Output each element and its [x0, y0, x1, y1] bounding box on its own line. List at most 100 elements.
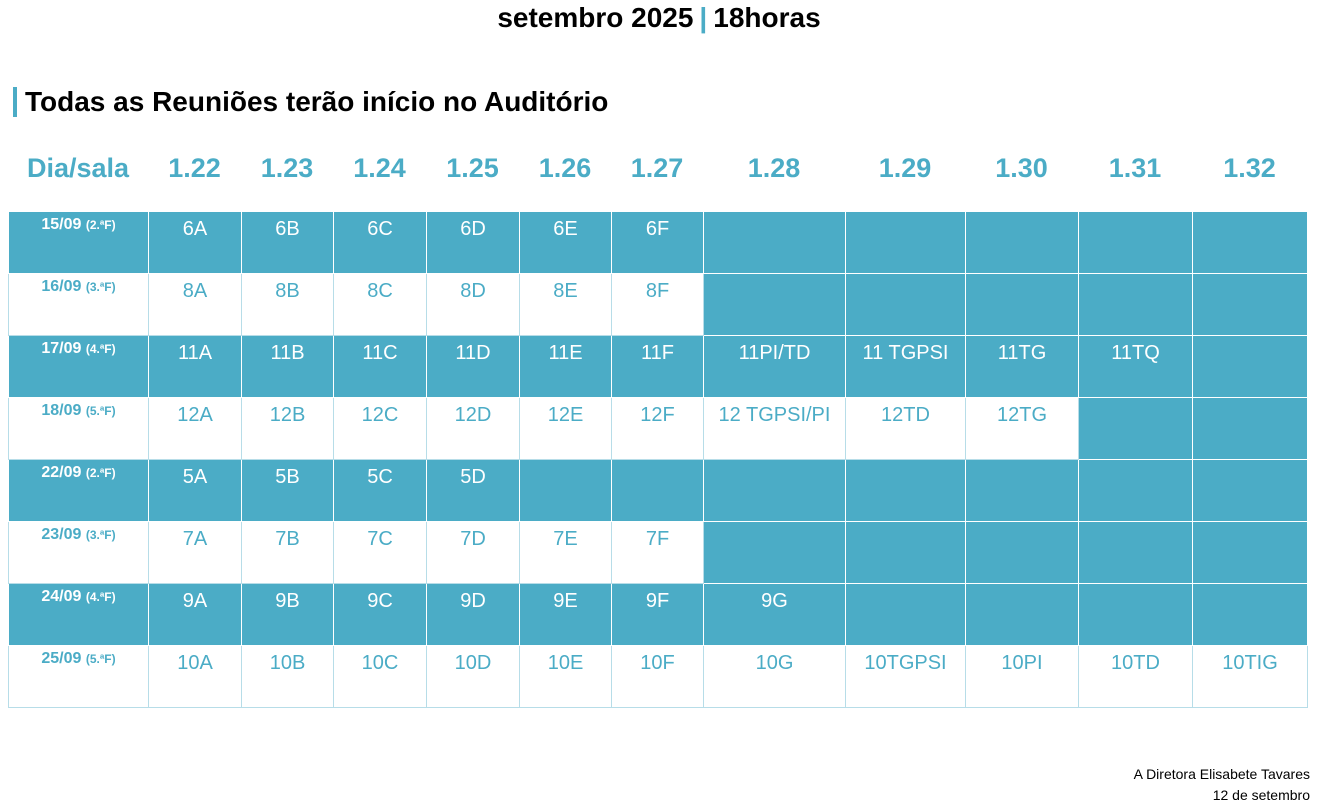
empty-cell: [845, 521, 966, 584]
subtitle-text: Todas as Reuniões terão início no Auditó…: [25, 86, 609, 117]
class-cell: 11B: [241, 335, 334, 398]
day-cell: 23/09 (3.ªF): [8, 521, 149, 584]
class-cell: 10G: [703, 645, 846, 708]
class-cell: 10F: [611, 645, 704, 708]
class-cell: 8C: [333, 273, 427, 336]
class-cell: 8A: [148, 273, 242, 336]
class-cell: 6D: [426, 211, 520, 274]
class-cell: 8E: [519, 273, 612, 336]
class-cell: 10B: [241, 645, 334, 708]
empty-cell: [703, 273, 846, 336]
title-separator: |: [699, 2, 708, 33]
empty-cell: [1078, 397, 1193, 460]
day-weekday: (3.ªF): [85, 280, 116, 294]
empty-cell: [1192, 335, 1308, 398]
class-cell: 12A: [148, 397, 242, 460]
column-header-room: 1.24: [353, 152, 406, 183]
subtitle-accent-bar: [13, 87, 17, 117]
table-row: 24/09 (4.ªF) 9A 9B 9C 9D 9E 9F 9G: [8, 583, 1308, 646]
empty-cell: [1078, 459, 1193, 522]
empty-cell: [965, 459, 1079, 522]
class-cell: 7C: [333, 521, 427, 584]
day-date: 25/09: [41, 650, 82, 667]
class-cell: 11F: [611, 335, 704, 398]
class-cell: 10TD: [1078, 645, 1193, 708]
day-cell: 22/09 (2.ªF): [8, 459, 149, 522]
column-header-room: 1.32: [1223, 152, 1276, 183]
empty-cell: [1192, 459, 1308, 522]
empty-cell: [1078, 211, 1193, 274]
day-cell: 24/09 (4.ªF): [8, 583, 149, 646]
empty-cell: [1192, 583, 1308, 646]
class-cell: 7B: [241, 521, 334, 584]
class-cell: 9A: [148, 583, 242, 646]
class-cell: 11 TGPSI: [845, 335, 966, 398]
signature-date: 12 de setembro: [1212, 787, 1310, 803]
class-cell: 12 TGPSI/PI: [703, 397, 846, 460]
table-row: 22/09 (2.ªF) 5A 5B 5C 5D: [8, 459, 1308, 522]
class-cell: 11TQ: [1078, 335, 1193, 398]
column-header-room: 1.25: [446, 152, 499, 183]
class-cell: 11C: [333, 335, 427, 398]
day-weekday: (2.ªF): [85, 218, 116, 232]
day-cell: 16/09 (3.ªF): [8, 273, 149, 336]
empty-cell: [1078, 273, 1193, 336]
empty-cell: [703, 211, 846, 274]
day-date: 24/09: [41, 588, 82, 605]
empty-cell: [703, 521, 846, 584]
column-header-room: 1.28: [747, 152, 801, 183]
class-cell: 12C: [333, 397, 427, 460]
class-cell: 12F: [611, 397, 704, 460]
class-cell: 11A: [148, 335, 242, 398]
page-title: setembro 2025 | 18horas: [0, 0, 1318, 36]
day-weekday: (4.ªF): [85, 342, 116, 356]
day-weekday: (4.ªF): [85, 590, 116, 604]
class-cell: 10TIG: [1192, 645, 1308, 708]
column-header-room: 1.29: [878, 152, 932, 183]
class-cell: 8F: [611, 273, 704, 336]
class-cell: 10C: [333, 645, 427, 708]
table-row: 18/09 (5.ªF) 12A 12B 12C 12D 12E 12F 12 …: [8, 397, 1308, 460]
empty-cell: [845, 583, 966, 646]
column-header-room: 1.26: [538, 152, 592, 183]
class-cell: 6F: [611, 211, 704, 274]
class-cell: 10A: [148, 645, 242, 708]
class-cell: 7F: [611, 521, 704, 584]
schedule-table: 15/09 (2.ªF) 6A 6B 6C 6D 6E 6F 16/09 (3.…: [8, 211, 1308, 708]
day-weekday: (5.ªF): [85, 404, 116, 418]
day-cell: 18/09 (5.ªF): [8, 397, 149, 460]
day-date: 17/09: [41, 340, 82, 357]
class-cell: 11PI/TD: [703, 335, 846, 398]
day-date: 15/09: [41, 216, 82, 233]
day-cell: 15/09 (2.ªF): [8, 211, 149, 274]
class-cell: 9G: [703, 583, 846, 646]
table-row: 25/09 (5.ªF) 10A 10B 10C 10D 10E 10F 10G…: [8, 645, 1308, 708]
signature-block: A Diretora Elisabete Tavares 12 de setem…: [1134, 764, 1310, 806]
table-row: 15/09 (2.ªF) 6A 6B 6C 6D 6E 6F: [8, 211, 1308, 274]
class-cell: 6C: [333, 211, 427, 274]
class-cell: 8B: [241, 273, 334, 336]
empty-cell: [611, 459, 704, 522]
class-cell: 12TD: [845, 397, 966, 460]
class-cell: 10TGPSI: [845, 645, 966, 708]
class-cell: 12E: [519, 397, 612, 460]
class-cell: 10PI: [965, 645, 1079, 708]
class-cell: 6B: [241, 211, 334, 274]
class-cell: 12TG: [965, 397, 1079, 460]
class-cell: 9C: [333, 583, 427, 646]
day-weekday: (2.ªF): [85, 466, 116, 480]
empty-cell: [965, 583, 1079, 646]
subtitle: Todas as Reuniões terão início no Auditó…: [13, 84, 608, 120]
class-cell: 12D: [426, 397, 520, 460]
table-row: 16/09 (3.ªF) 8A 8B 8C 8D 8E 8F: [8, 273, 1308, 336]
empty-cell: [1192, 397, 1308, 460]
class-cell: 5C: [333, 459, 427, 522]
empty-cell: [519, 459, 612, 522]
day-cell: 17/09 (4.ªF): [8, 335, 149, 398]
class-cell: 7A: [148, 521, 242, 584]
class-cell: 6A: [148, 211, 242, 274]
table-row: 17/09 (4.ªF) 11A 11B 11C 11D 11E 11F 11P…: [8, 335, 1308, 398]
class-cell: 11E: [519, 335, 612, 398]
class-cell: 5A: [148, 459, 242, 522]
column-header-room: 1.23: [260, 152, 314, 183]
